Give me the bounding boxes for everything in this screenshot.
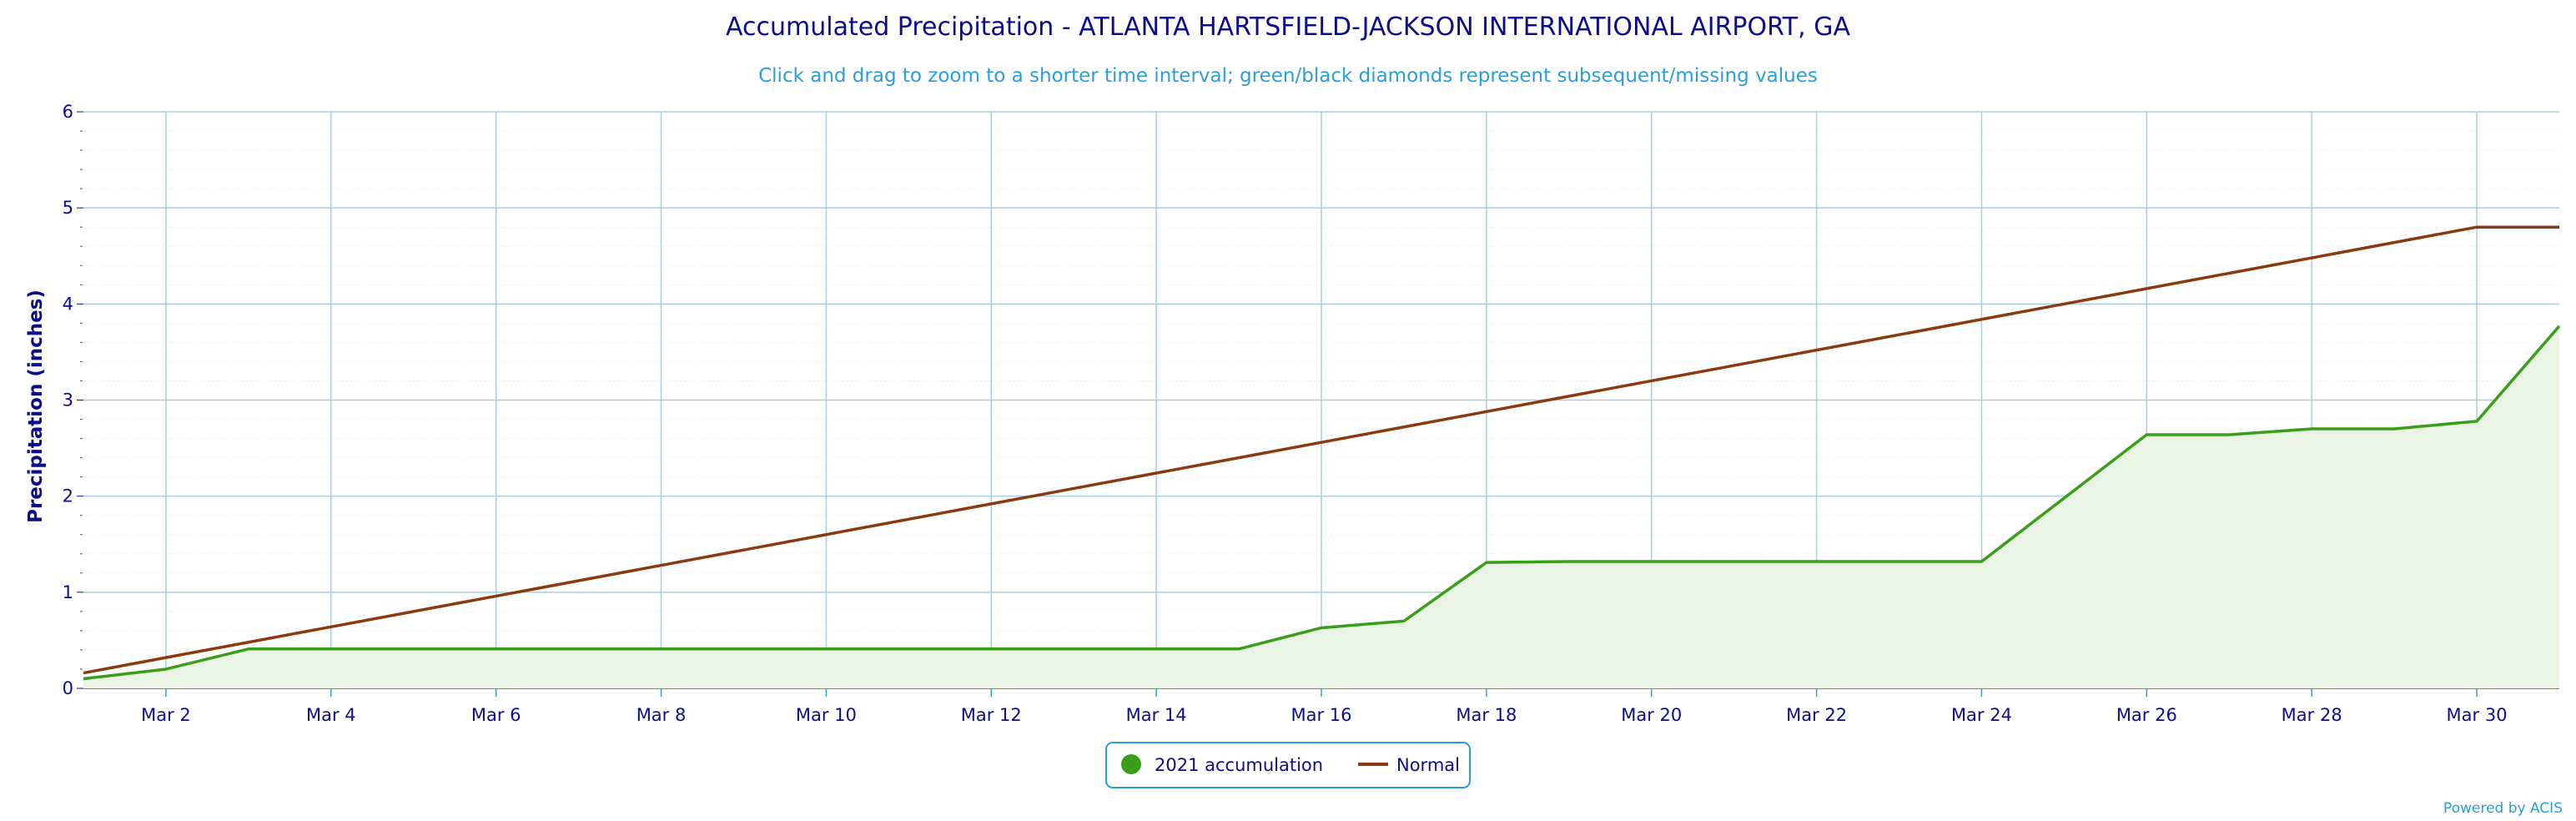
accumulation-line [83,325,2561,681]
legend-accumulation-marker [1121,754,1141,774]
x-tick-label: Mar 4 [306,705,356,725]
x-tick-label: Mar 8 [636,705,687,725]
y-axis-ticks: 0 1 2 3 4 5 6 [63,102,83,698]
x-tick-label: Mar 14 [1126,705,1187,725]
x-tick-label: Mar 18 [1456,705,1517,725]
x-tick-label: Mar 30 [2447,705,2508,725]
chart-subtitle: Click and drag to zoom to a shorter time… [758,65,1818,87]
x-tick-label: Mar 22 [1786,705,1847,725]
y-axis-label: Precipitation (inches) [25,290,47,523]
y-tick-label: 2 [63,486,73,506]
legend-item-normal[interactable]: Normal [1358,755,1460,775]
accumulation-area-fill [83,325,2559,688]
x-tick-label: Mar 26 [2116,705,2177,725]
legend-item-accumulation[interactable]: 2021 accumulation [1121,754,1323,775]
x-tick-label: Mar 2 [141,705,191,725]
y-tick-label: 5 [63,198,73,218]
legend-box [1105,742,1471,788]
y-tick-label: 4 [63,294,73,314]
y-tick-label: 0 [63,678,73,698]
series-layer [83,225,2561,688]
legend-normal-label: Normal [1396,755,1460,775]
y-tick-label: 3 [63,390,73,410]
y-tick-label: 6 [63,102,73,122]
legend[interactable]: 2021 accumulation Normal [1105,742,1471,788]
acis-credit-link[interactable]: Powered by ACIS [2443,800,2563,817]
x-axis-ticks: Mar 2 Mar 4 Mar 6 Mar 8 Mar 10 Mar 12 Mar 14 Ma… [141,688,2508,725]
normal-line [83,225,2559,675]
x-tick-label: Mar 24 [1951,705,2012,725]
x-tick-label: Mar 12 [961,705,1022,725]
legend-accumulation-label: 2021 accumulation [1155,755,1323,775]
x-tick-label: Mar 16 [1291,705,1351,725]
chart-title: Accumulated Precipitation - ATLANTA HART… [726,13,1850,42]
x-tick-label: Mar 28 [2282,705,2342,725]
y-tick-label: 1 [63,582,73,602]
x-tick-label: Mar 6 [471,705,521,725]
x-tick-label: Mar 20 [1621,705,1682,725]
x-tick-label: Mar 10 [796,705,857,725]
